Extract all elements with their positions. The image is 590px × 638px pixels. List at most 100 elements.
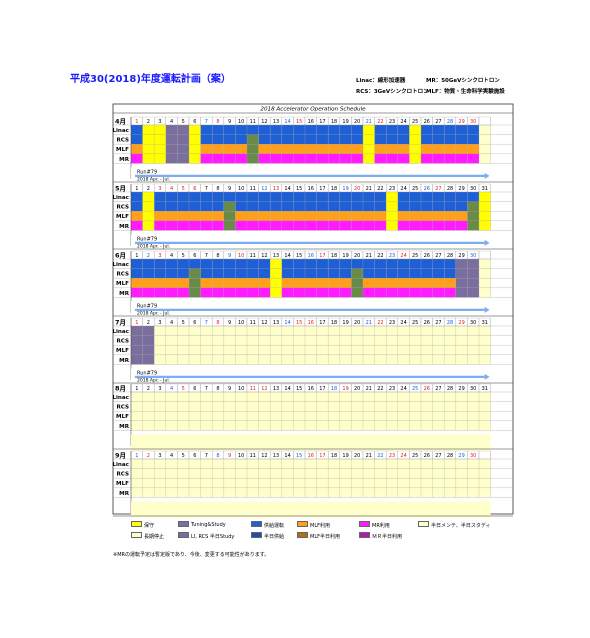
legend-swatch [131,521,142,527]
schedule-cell [165,278,178,288]
schedule-cell [189,144,201,154]
schedule-cell [189,278,201,288]
day-number: 29 [458,453,464,459]
day-number: 30 [470,119,476,125]
day-number: 13 [273,119,279,125]
schedule-cell [305,125,317,135]
day-number: 28 [447,386,453,392]
schedule-cell [432,192,445,202]
day-number: 26 [424,119,430,125]
schedule-cell [154,211,166,221]
schedule-cell [444,153,456,164]
schedule-cell [293,153,305,164]
schedule-cell [305,211,317,221]
day-number: 25 [412,186,418,192]
schedule-cell [455,201,468,212]
schedule-cell [177,192,189,202]
schedule-cell [131,345,143,355]
day-number: 19 [342,253,348,259]
schedule-cell [154,153,166,164]
day-number: 17 [319,119,325,125]
schedule-cell [177,201,189,212]
schedule-cell [142,259,155,269]
schedule-cell [363,220,375,231]
schedule-cell [328,201,340,212]
schedule-cell [258,201,271,212]
schedule-cell [374,259,387,269]
schedule-cell [397,192,410,202]
schedule-cell [386,211,398,221]
schedule-cell [316,134,329,145]
schedule-cell [154,220,166,231]
legend-swatch [178,521,189,527]
schedule-cell [142,335,155,346]
day-number: 26 [424,453,430,459]
schedule-cell [455,278,468,288]
day-number: 14 [284,453,290,459]
row-label-rcs: RCS [116,272,129,278]
day-number: 31 [482,186,488,192]
day-number: 25 [412,386,418,392]
schedule-cell [131,326,143,336]
schedule-cell [293,268,305,279]
day-number: 14 [284,186,290,192]
schedule-cell [293,134,305,145]
day-number: 19 [342,453,348,459]
schedule-cell [363,278,375,288]
day-number: 21 [366,186,372,192]
run-label: Run#79 [137,303,157,309]
day-number: 19 [342,119,348,125]
day-number: 15 [296,386,302,392]
day-number: 13 [273,320,279,326]
day-number: 15 [296,119,302,125]
schedule-cell [421,220,433,231]
schedule-cell [200,125,213,135]
row-label-mlf: MLF [116,147,129,153]
day-number: 13 [273,186,279,192]
day-number: 20 [354,253,360,259]
schedule-cell [223,259,236,269]
day-number: 23 [389,253,395,259]
schedule-cell [305,192,317,202]
schedule-cell [432,201,445,212]
schedule-cell [223,220,236,231]
schedule-cell [397,220,410,231]
schedule-cell [293,125,305,135]
day-number: 10 [238,453,244,459]
schedule-cell [455,220,468,231]
schedule-cell [281,153,294,164]
day-number: 8 [216,119,219,125]
day-number: 28 [447,186,453,192]
schedule-cell [351,287,363,298]
schedule-cell [351,278,363,288]
schedule-cell [131,354,143,365]
schedule-cell [455,153,468,164]
row-label-mlf: MLF [116,481,129,487]
day-number: 8 [216,186,219,192]
schedule-cell [444,268,456,279]
schedule-cell [409,278,421,288]
day-number: 3 [158,253,161,259]
schedule-cell [131,287,143,298]
row-label-rcs: RCS [116,205,129,211]
schedule-cell [281,144,294,154]
day-number: 6 [193,119,196,125]
schedule-cell [339,287,352,298]
day-number: 25 [412,453,418,459]
schedule-cell [397,268,410,279]
day-number: 22 [377,453,383,459]
schedule-cell [316,125,329,135]
legend-label: 保守 [144,523,155,529]
legend-swatch [418,521,429,527]
schedule-cell [386,201,398,212]
schedule-cell [467,144,479,154]
schedule-cell [374,268,387,279]
schedule-cell [386,268,398,279]
schedule-cell [235,278,247,288]
run-arrow-head [484,172,490,179]
day-number: 3 [158,320,161,326]
schedule-cell [409,287,421,298]
day-number: 6 [193,320,196,326]
schedule-cell [189,134,201,145]
legend-label: 長期停止 [144,534,165,540]
